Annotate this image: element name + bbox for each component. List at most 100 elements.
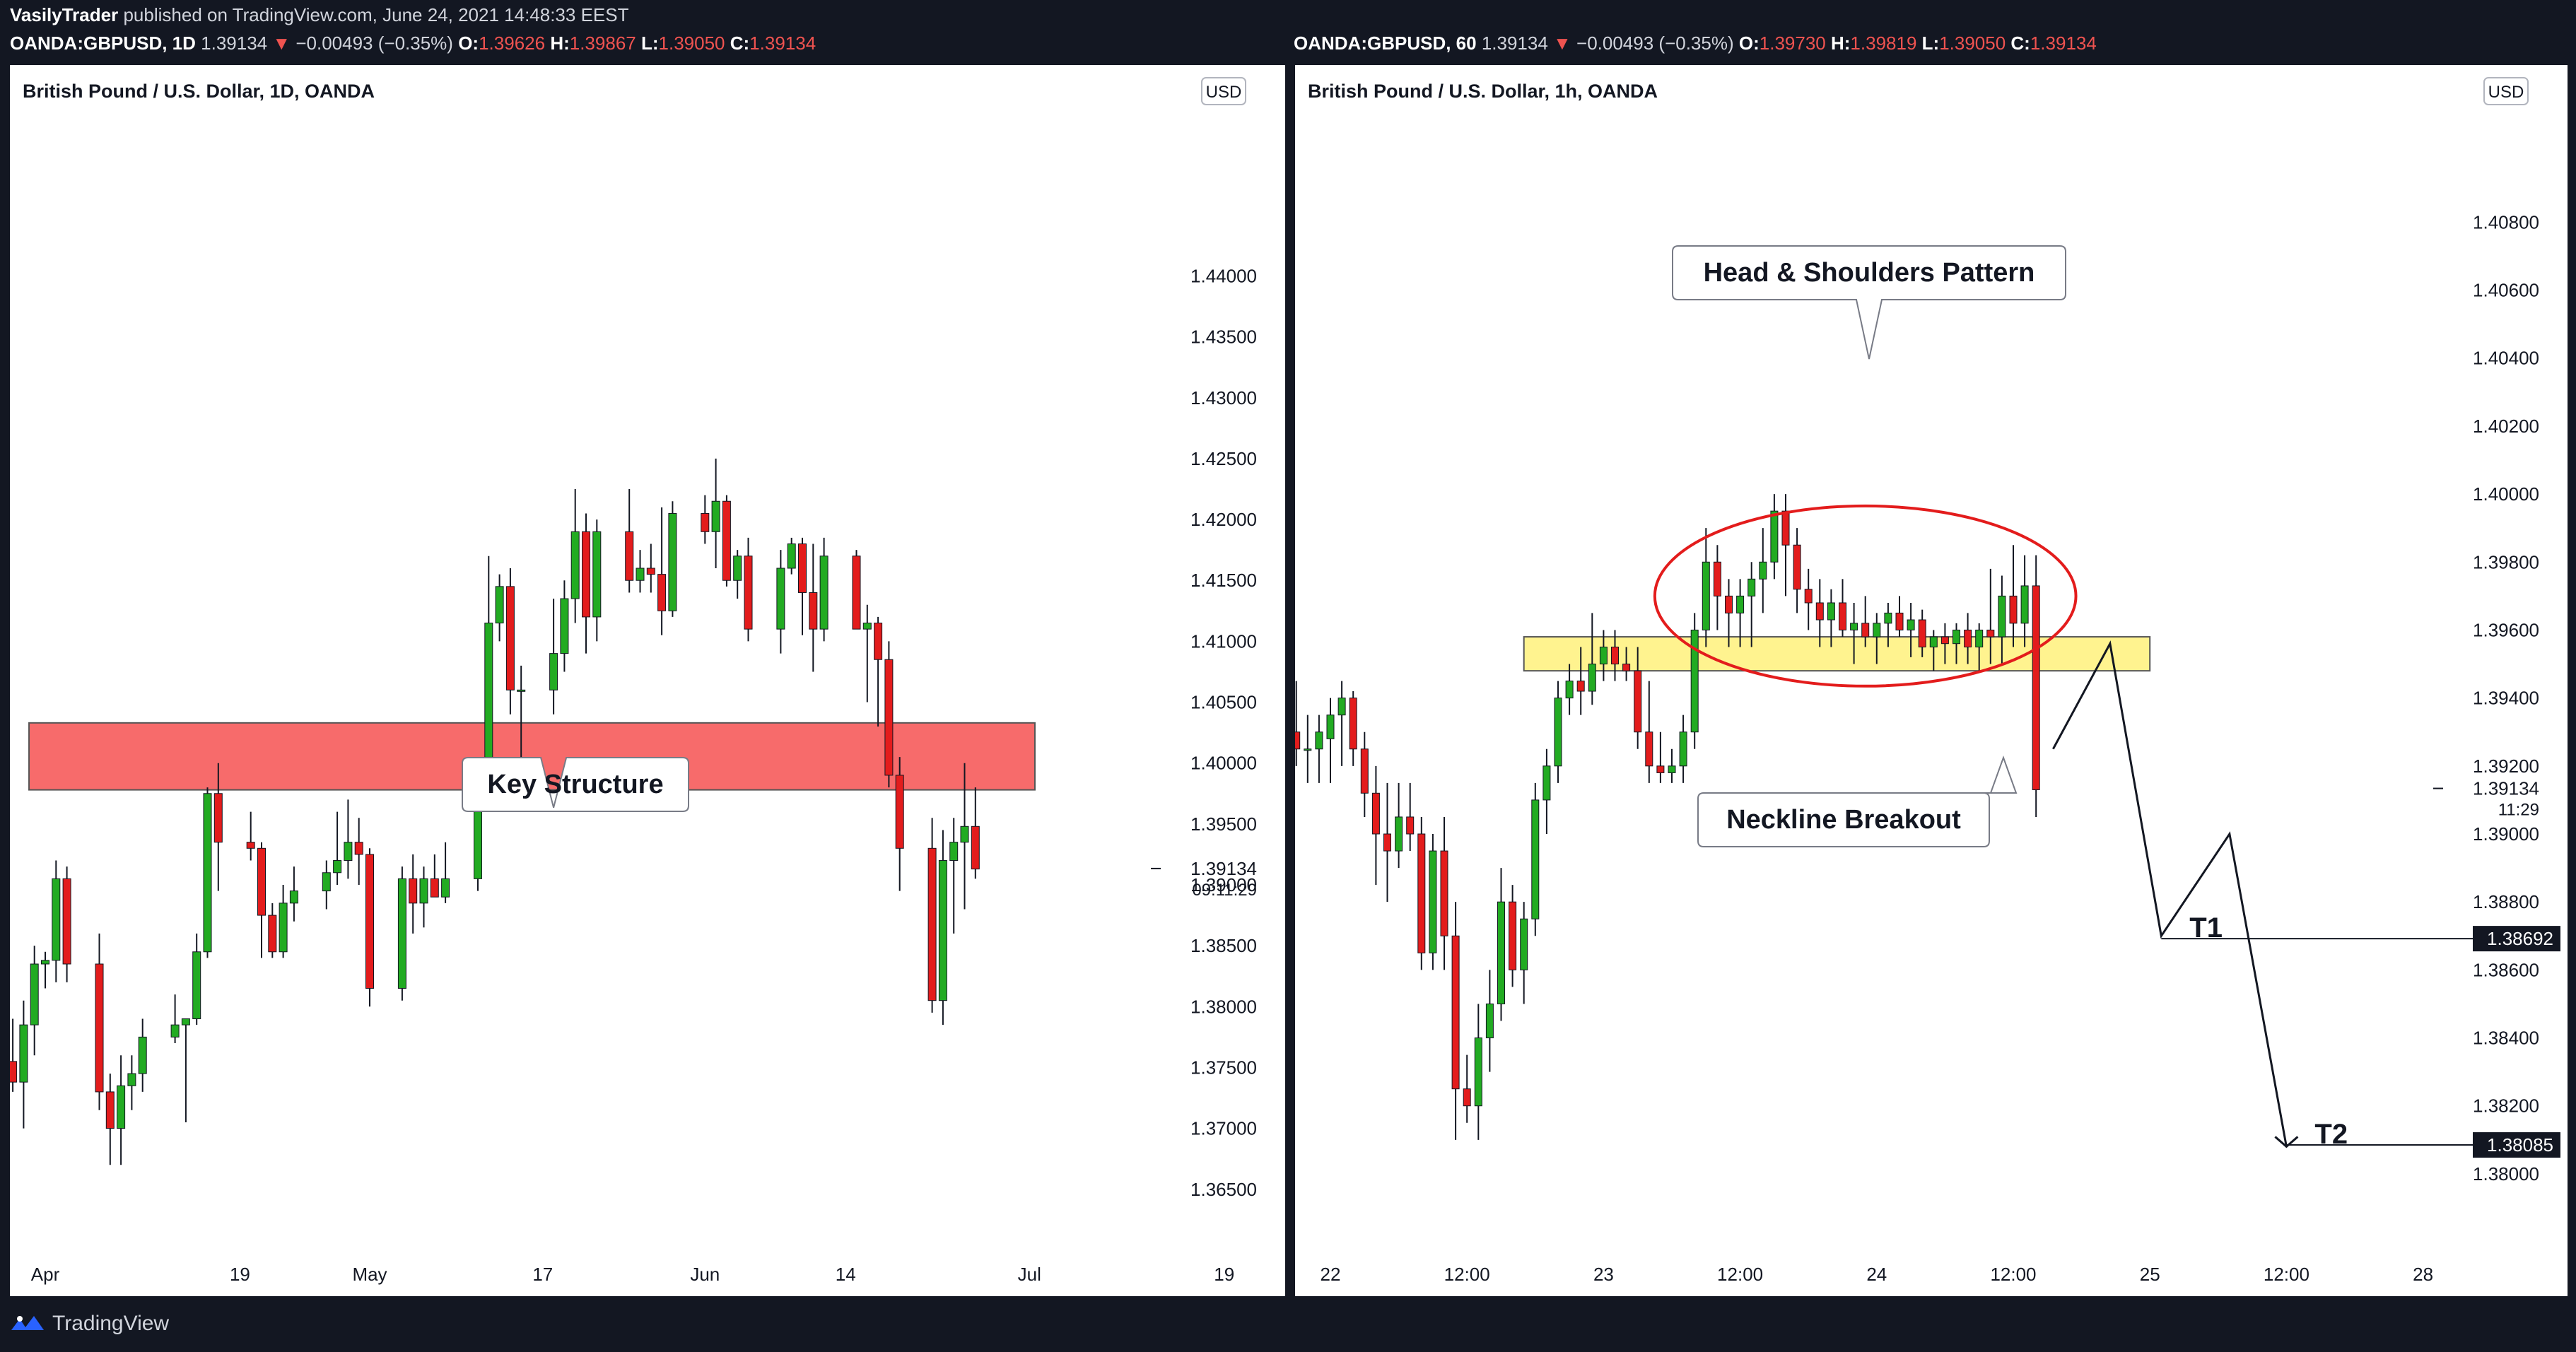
candle bbox=[852, 550, 861, 630]
left-high-label: H: bbox=[550, 33, 570, 54]
candle bbox=[549, 599, 558, 715]
candle bbox=[1295, 681, 1301, 766]
key-structure-callout[interactable]: Key Structure bbox=[462, 757, 689, 812]
candle-body bbox=[1429, 850, 1437, 953]
countdown-label: 11:29 bbox=[2498, 801, 2539, 820]
candle bbox=[322, 860, 331, 910]
left-close: 1.39134 bbox=[749, 33, 816, 54]
candle bbox=[1953, 623, 1960, 664]
candle bbox=[744, 537, 753, 642]
left-low-label: L: bbox=[640, 33, 659, 54]
candle-body bbox=[1485, 1003, 1494, 1039]
y-tick-label: 1.38600 bbox=[2473, 959, 2539, 980]
left-price: 1.39134 bbox=[201, 33, 268, 54]
candle bbox=[819, 537, 829, 642]
candle-body bbox=[1839, 602, 1846, 630]
tradingview-brand-text[interactable]: TradingView bbox=[52, 1312, 170, 1335]
y-tick-label: 1.42500 bbox=[1190, 448, 1257, 469]
candle bbox=[1611, 630, 1619, 681]
candle bbox=[949, 818, 959, 934]
candle-body bbox=[1315, 731, 1323, 750]
candle bbox=[1986, 568, 1995, 664]
y-tick-label: 1.37000 bbox=[1190, 1118, 1257, 1139]
x-tick-label: 24 bbox=[1866, 1264, 1887, 1285]
y-tick-label: 1.38400 bbox=[2473, 1028, 2539, 1049]
candle-body bbox=[127, 1073, 136, 1086]
candle-body bbox=[960, 825, 969, 843]
candle-body bbox=[322, 872, 331, 892]
currency-badge-box bbox=[1201, 77, 1246, 105]
candle bbox=[495, 574, 504, 642]
publisher-name[interactable]: VasilyTrader bbox=[10, 4, 119, 25]
candle-body bbox=[1645, 731, 1653, 767]
target-price-tag-label: 1.38692 bbox=[2487, 928, 2553, 949]
x-tick-label: Jun bbox=[690, 1264, 720, 1285]
candle bbox=[181, 1018, 190, 1122]
candle-body bbox=[1383, 833, 1391, 852]
candle bbox=[19, 1000, 28, 1129]
left-symbol[interactable]: OANDA:GBPUSD, 1D bbox=[10, 33, 196, 54]
candle-body bbox=[625, 531, 634, 581]
candle bbox=[1759, 528, 1767, 613]
projection-path[interactable] bbox=[2052, 640, 2288, 1147]
candle bbox=[505, 568, 515, 715]
y-tick-label: 1.38000 bbox=[1190, 996, 1257, 1017]
candle bbox=[1850, 602, 1858, 664]
candle-body bbox=[1781, 510, 1790, 546]
right-change: −0.00493 (−0.35%) bbox=[1576, 33, 1734, 54]
target-price-tag[interactable]: 1.38692 bbox=[2473, 926, 2560, 952]
candle bbox=[95, 933, 104, 1110]
candle-body bbox=[1349, 698, 1357, 750]
candle-body bbox=[668, 512, 677, 611]
publish-line: VasilyTrader published on TradingView.co… bbox=[10, 4, 628, 26]
candle-body bbox=[333, 860, 342, 874]
x-tick-label: 19 bbox=[1214, 1264, 1234, 1285]
right-open-label: O: bbox=[1738, 33, 1760, 54]
target-price-tag-label: 1.38085 bbox=[2487, 1134, 2553, 1156]
currency-badge[interactable]: USD bbox=[2483, 77, 2529, 105]
candle bbox=[1975, 623, 1984, 671]
candle-body bbox=[1998, 595, 2006, 637]
right-symbol[interactable]: OANDA:GBPUSD, 60 bbox=[1294, 33, 1477, 54]
candle-body bbox=[1804, 589, 1813, 604]
candle bbox=[1485, 970, 1494, 1072]
candle bbox=[1690, 613, 1699, 749]
chart-title: British Pound / U.S. Dollar, 1h, OANDA bbox=[1308, 81, 1658, 102]
candle bbox=[1395, 782, 1403, 869]
daily-chart-panel[interactable]: British Pound / U.S. Dollar, 1D, OANDA 1.… bbox=[10, 65, 1285, 1296]
candle-body bbox=[733, 556, 742, 581]
head-shoulders-callout[interactable]: Head & Shoulders Pattern bbox=[1672, 245, 2066, 360]
candle bbox=[354, 818, 363, 885]
candle-body bbox=[570, 531, 580, 599]
candle-body bbox=[1940, 636, 1949, 645]
target-price-tag[interactable]: 1.38085 bbox=[2473, 1132, 2560, 1158]
head-shoulders-ellipse[interactable] bbox=[1653, 504, 2078, 688]
candle-body bbox=[1793, 544, 1801, 590]
target-price-tag-box bbox=[2473, 1132, 2560, 1158]
candle bbox=[127, 1055, 136, 1110]
hourly-chart-svg[interactable]: British Pound / U.S. Dollar, 1h, OANDA 1.… bbox=[1295, 65, 2568, 1296]
neckline-breakout-callout[interactable]: Neckline Breakout bbox=[1697, 756, 2018, 847]
candle-body bbox=[289, 890, 298, 904]
candle bbox=[1520, 902, 1528, 1004]
candle bbox=[1895, 596, 1904, 637]
hourly-chart-panel[interactable]: British Pound / U.S. Dollar, 1h, OANDA 1.… bbox=[1295, 65, 2568, 1296]
candle-body bbox=[636, 568, 645, 581]
currency-badge[interactable]: USD bbox=[1201, 77, 1246, 105]
candle bbox=[570, 489, 580, 623]
candle bbox=[1406, 782, 1415, 852]
candle bbox=[279, 885, 288, 958]
left-down-arrow-icon: ▼ bbox=[272, 33, 291, 54]
candle bbox=[560, 580, 569, 672]
candle-body bbox=[1634, 670, 1642, 733]
candle-body bbox=[1406, 816, 1415, 835]
candle-body bbox=[1759, 561, 1767, 580]
candle-body bbox=[1588, 664, 1596, 692]
daily-chart-svg[interactable]: British Pound / U.S. Dollar, 1D, OANDA 1.… bbox=[10, 65, 1285, 1296]
candle-body bbox=[1337, 698, 1346, 716]
candle bbox=[138, 1018, 147, 1092]
tradingview-logo-icon[interactable] bbox=[10, 1310, 45, 1339]
candle bbox=[776, 550, 785, 654]
candle-body bbox=[30, 963, 39, 1025]
candle-body bbox=[1815, 602, 1824, 621]
